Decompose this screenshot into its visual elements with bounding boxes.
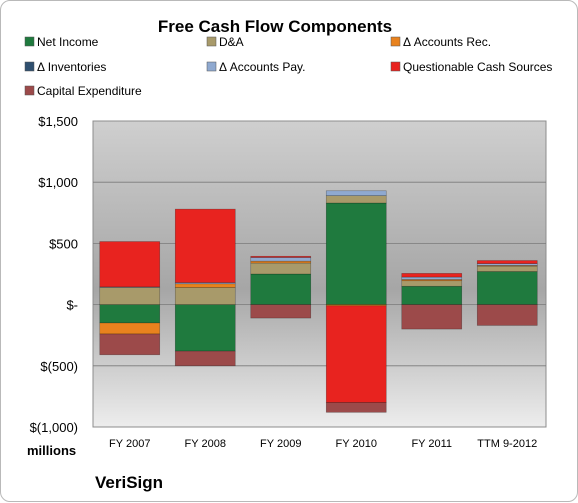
bar-questionable-cash-sources-ttm-9-2012 (476, 260, 538, 264)
bar-d-a-fy-2009 (250, 262, 312, 275)
x-tick-label: FY 2010 (336, 438, 377, 450)
bar-capital-expenditure-fy-2011 (401, 304, 463, 330)
y-tick-label: $1,000 (38, 175, 78, 190)
bar-questionable-cash-sources-fy-2011 (401, 273, 463, 278)
bar-capital-expenditure-ttm-9-2012 (476, 304, 538, 326)
y-tick-label: $(1,000) (30, 420, 78, 435)
legend-swatch-accounts-rec (390, 36, 401, 47)
bar-d-a-fy-2007 (99, 287, 161, 305)
bar-capital-expenditure-fy-2007 (99, 333, 161, 356)
legend: Net Income D&A Δ Accounts Rec. Δ Inventorie… (24, 35, 552, 98)
unit-label: millions (27, 443, 76, 458)
legend-swatch-d-a (206, 36, 217, 47)
bar-questionable-cash-sources-fy-2010 (325, 305, 387, 403)
legend-swatch-accounts-pay (206, 61, 217, 72)
bar-d-a-fy-2008 (174, 287, 236, 305)
legend-label-capital-expenditure: Capital Expenditure (37, 84, 142, 98)
gridlines (93, 181, 546, 367)
bar-capital-expenditure-fy-2009 (250, 304, 312, 319)
bar-net-income-fy-2008 (174, 304, 236, 352)
x-tick-label: FY 2007 (109, 438, 150, 450)
legend-label-accounts-pay: Δ Accounts Pay. (219, 60, 306, 74)
bar-accounts-pay-fy-2009 (250, 257, 312, 262)
bar-d-a-fy-2011 (401, 280, 463, 287)
legend-swatch-inventories (24, 61, 35, 72)
y-tick-label: $(500) (40, 359, 78, 374)
legend-swatch-capital-expenditure (24, 85, 35, 96)
legend-swatch-questionable-cash-sources (390, 61, 401, 72)
bar-d-a-fy-2010 (325, 195, 387, 204)
legend-label-accounts-rec: Δ Accounts Rec. (403, 35, 491, 49)
bar-accounts-pay-fy-2010 (325, 190, 387, 196)
y-axis-ticks: $1,500 $1,000 $500 $- $(500) $(1,000) (30, 114, 78, 435)
bar-net-income-fy-2007 (99, 304, 161, 324)
bars (99, 190, 538, 413)
company-label: VeriSign (95, 473, 163, 492)
y-tick-label: $- (66, 298, 78, 313)
legend-label-d-a: D&A (219, 35, 244, 49)
x-tick-label: FY 2011 (411, 438, 452, 450)
bar-net-income-fy-2010 (325, 202, 387, 305)
x-tick-label: FY 2008 (185, 438, 226, 450)
legend-label-questionable-cash-sources: Questionable Cash Sources (403, 60, 552, 74)
x-tick-label: FY 2009 (260, 438, 301, 450)
chart-title: Free Cash Flow Components (158, 17, 392, 36)
bar-questionable-cash-sources-fy-2007 (99, 241, 161, 288)
legend-swatch-net-income (24, 36, 35, 47)
bar-questionable-cash-sources-fy-2008 (174, 208, 236, 283)
y-tick-label: $500 (49, 236, 78, 251)
bar-net-income-ttm-9-2012 (476, 271, 538, 305)
bar-accounts-pay-fy-2011 (401, 276, 463, 280)
legend-label-net-income: Net Income (37, 35, 99, 49)
bar-net-income-fy-2009 (250, 273, 312, 305)
bar-capital-expenditure-fy-2010 (325, 402, 387, 413)
bar-accounts-rec-fy-2008 (174, 283, 236, 288)
plot-area (92, 120, 547, 428)
bar-d-a-ttm-9-2012 (476, 265, 538, 272)
legend-label-inventories: Δ Inventories (37, 60, 106, 74)
x-axis-ticks: FY 2007 FY 2008 FY 2009 FY 2010 FY 2011 TTM 9… (109, 438, 537, 450)
bar-capital-expenditure-fy-2008 (174, 350, 236, 367)
x-tick-label: TTM 9-2012 (477, 438, 537, 450)
bar-net-income-fy-2011 (401, 285, 463, 305)
y-tick-label: $1,500 (38, 114, 78, 129)
bar-accounts-rec-fy-2007 (99, 322, 161, 335)
bar-questionable-cash-sources-fy-2009 (250, 255, 312, 258)
